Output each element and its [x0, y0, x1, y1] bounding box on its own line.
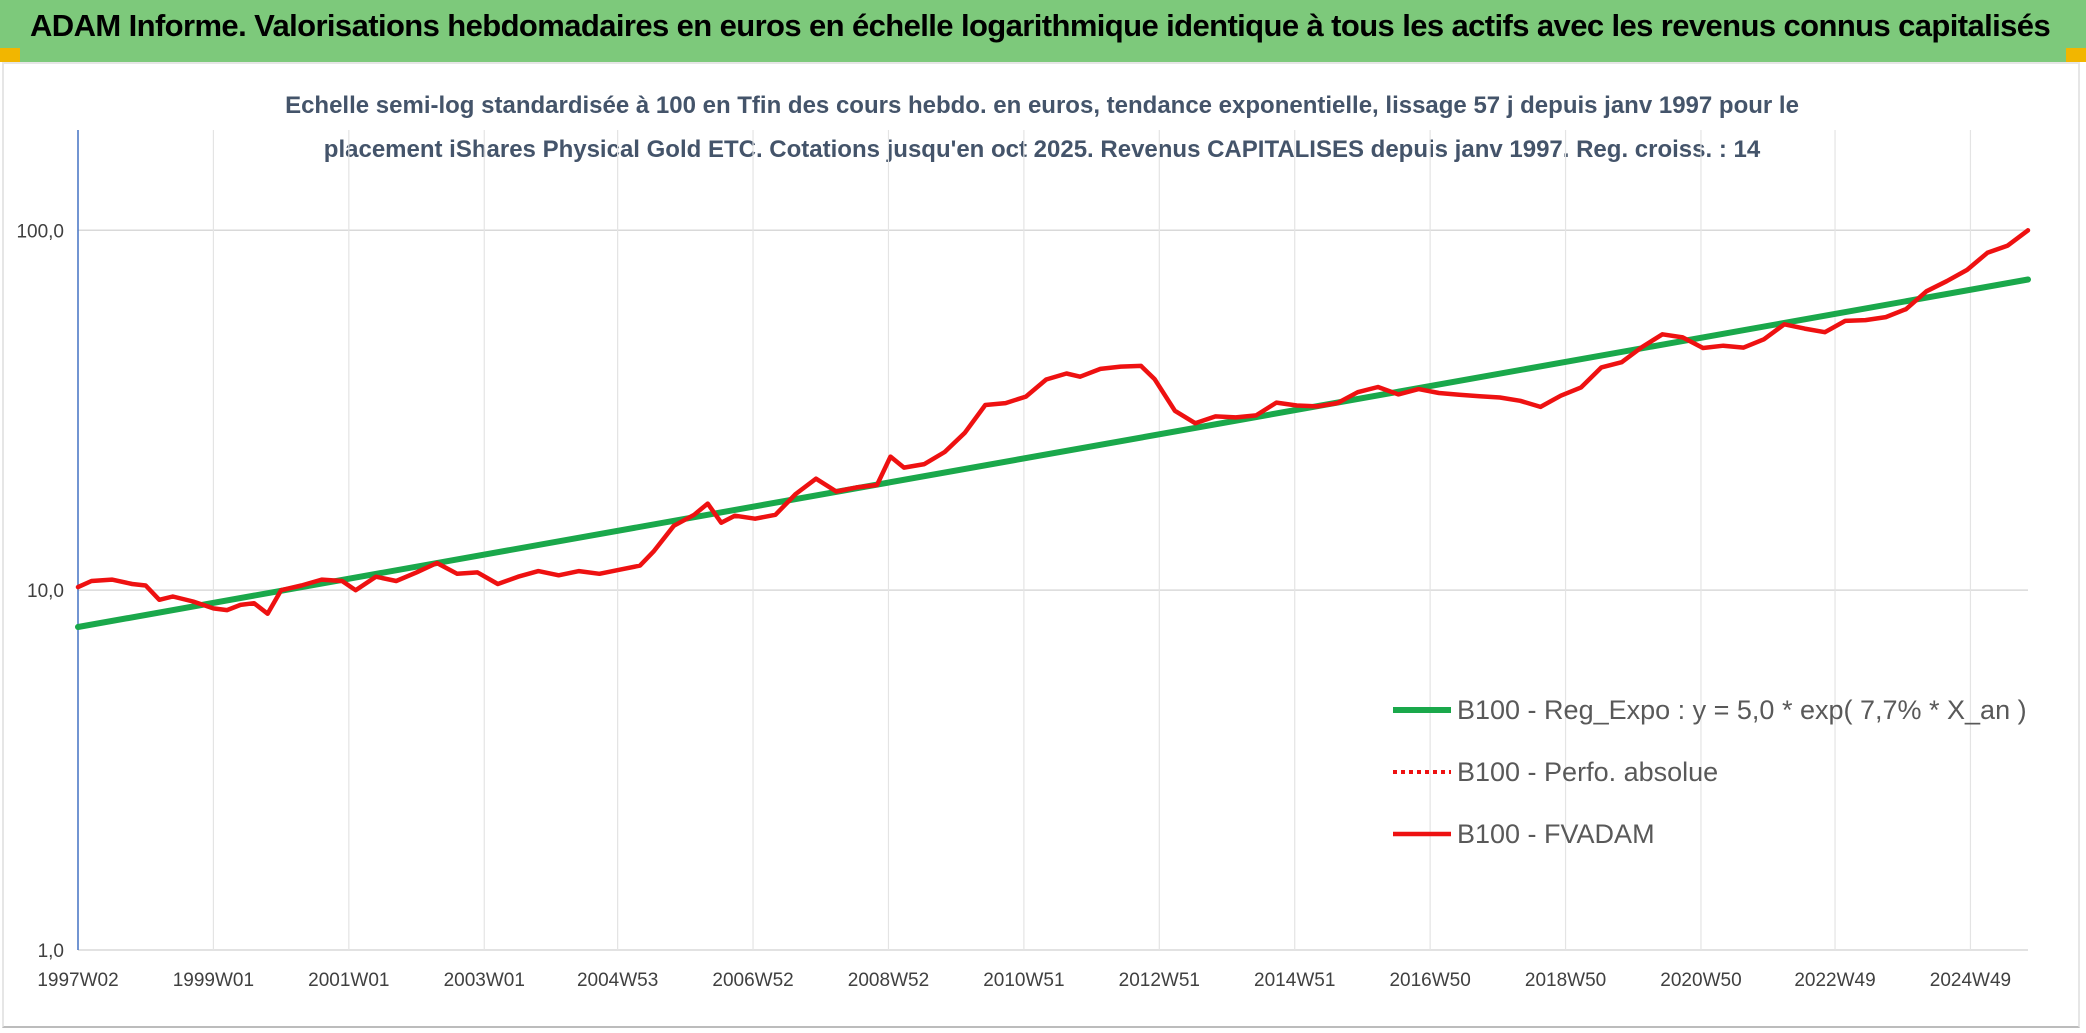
legend: B100 - Reg_Expo : y = 5,0 * exp( 7,7% * …	[1393, 695, 2027, 849]
axes: 100,0 10,0 1,0 1997W02 1999W01 2001W01 2003W01…	[16, 130, 2011, 991]
x-tick-label: 2012W51	[1119, 970, 1200, 991]
x-tick-label: 2024W49	[1930, 970, 2011, 991]
y-tick-label: 100,0	[16, 221, 64, 242]
page-title: ADAM Informe. Valorisations hebdomadaire…	[30, 8, 2051, 43]
x-tick-label: 2010W51	[983, 970, 1064, 991]
x-tick-label: 2022W49	[1794, 970, 1875, 991]
gridlines	[78, 130, 2028, 951]
series-line-solid-green	[75, 276, 2031, 630]
x-tick-label: 2004W53	[577, 970, 658, 991]
x-tick-label: 1997W02	[37, 970, 118, 991]
chart-subtitle-line1: Echelle semi-log standardisée à 100 en T…	[285, 92, 1799, 119]
x-tick-label: 1999W01	[173, 970, 254, 991]
corner-accent-left	[0, 48, 20, 62]
x-tick-label: 2016W50	[1389, 970, 1470, 991]
series-group	[75, 228, 2031, 630]
x-tick-label: 2020W50	[1660, 970, 1741, 991]
x-tick-label: 2003W01	[444, 970, 525, 991]
y-tick-label: 10,0	[27, 581, 64, 602]
x-tick-label: 2001W01	[308, 970, 389, 991]
header-bar	[0, 0, 2086, 62]
chart-subtitle-line2: placement iShares Physical Gold ETC. Cot…	[324, 136, 1761, 163]
x-tick-label: 2014W51	[1254, 970, 1335, 991]
x-tick-label: 2006W52	[712, 970, 793, 991]
y-tick-label: 1,0	[38, 941, 64, 962]
legend-label: B100 - FVADAM	[1457, 819, 1655, 849]
x-tick-label: 2008W52	[848, 970, 929, 991]
x-tick-label: 2018W50	[1525, 970, 1606, 991]
legend-label: B100 - Perfo. absolue	[1457, 757, 1718, 787]
corner-accent-right	[2066, 48, 2086, 62]
series-line-solid-red	[75, 228, 2031, 616]
chart-frame	[2, 62, 2080, 1028]
legend-label: B100 - Reg_Expo : y = 5,0 * exp( 7,7% * …	[1457, 695, 2027, 725]
